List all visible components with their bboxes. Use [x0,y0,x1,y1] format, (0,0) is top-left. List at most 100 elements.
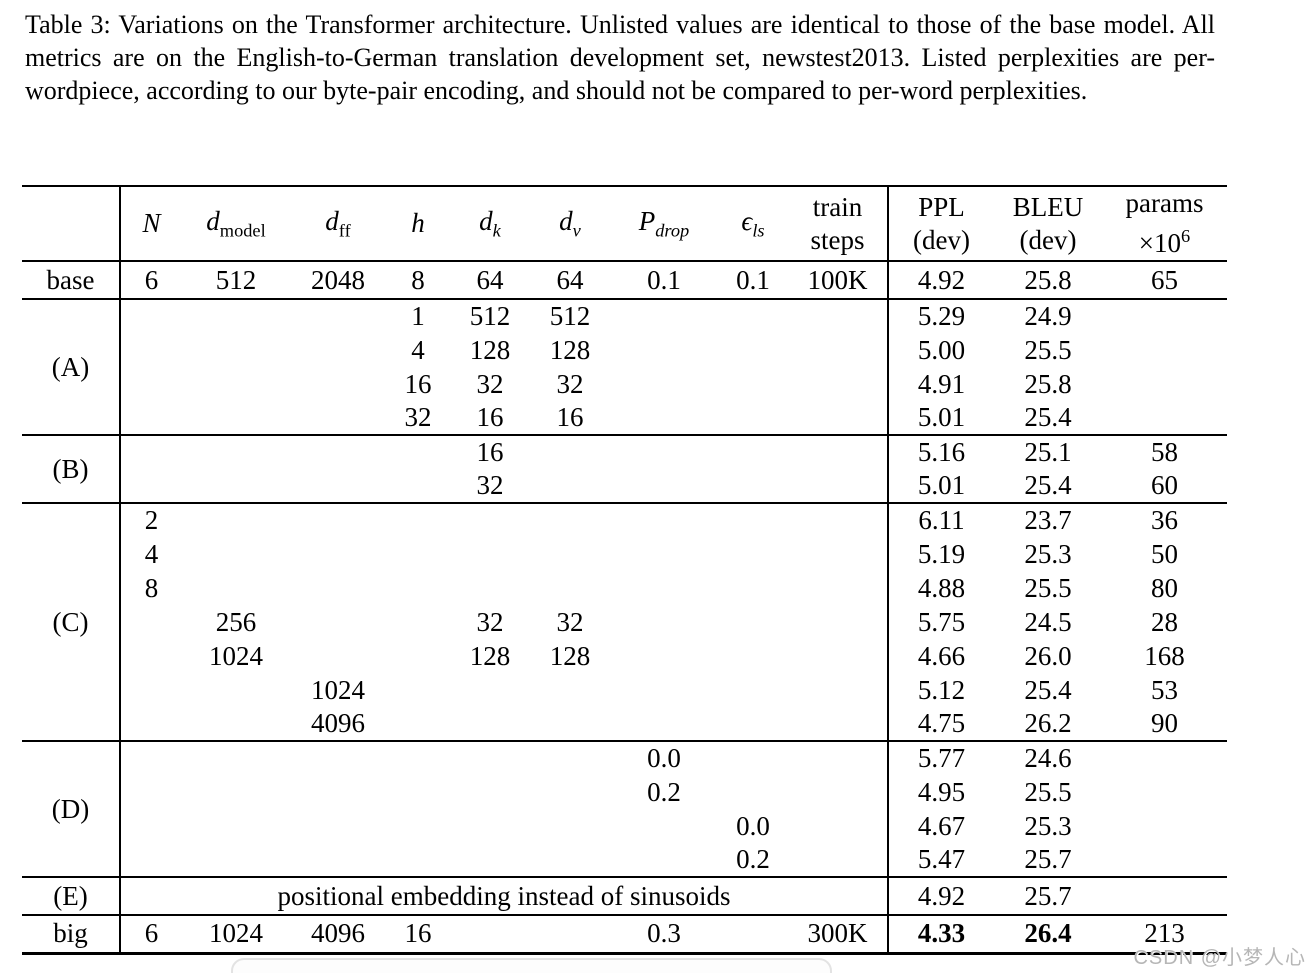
cell [386,639,450,673]
cell [450,741,530,775]
cell: 23.7 [1024,505,1072,535]
cell [1102,367,1227,401]
col-header-d-ff: dff [325,205,351,241]
cell [718,537,788,571]
section-a: (A) 1 512 512 5.29 24.9 4 128 128 5.00 25.5 16 32 32 4… [22,299,1227,435]
cell [450,775,530,809]
table-row: 4 128 128 5.00 25.5 [22,333,1227,367]
cell [718,915,788,953]
cell: 4.67 [887,809,994,843]
cell: 300K [807,918,868,949]
cell: 16 [476,437,504,467]
cell: 0.0 [736,810,770,841]
cell [788,401,888,435]
cell: 25.7 [1024,844,1072,874]
image-viewer-toolbar [231,958,832,973]
cell [386,809,450,843]
cell: 25.3 [1024,538,1072,569]
cell [530,707,610,741]
watermark: CSDN @小梦人心 [1133,947,1306,969]
table-row: 4096 4.75 26.2 90 [22,707,1227,741]
cell: 1 [411,301,425,331]
cell [290,775,386,809]
cell [718,469,788,503]
cell: 5.77 [887,741,994,775]
cell: 50 [1151,538,1178,569]
cell [290,503,386,537]
cell [530,915,610,953]
cell [182,707,290,741]
cell: 128 [469,640,511,671]
cell [718,741,788,775]
cell [718,707,788,741]
col-header-h: h [411,208,425,238]
cell [718,571,788,605]
cell: 1024 [209,640,263,671]
cell [718,435,788,469]
cell [290,469,386,503]
cell [386,741,450,775]
cell [718,401,788,435]
cell [610,435,718,469]
cell [290,741,386,775]
col-header-ppl-dev: PPL (dev) [887,186,994,261]
cell [1102,333,1227,367]
cell: 5.01 [887,401,994,435]
cell: 25.4 [1024,402,1072,432]
table-row: 0.0 4.67 25.3 [22,809,1227,843]
cell [610,673,718,707]
cell [530,775,610,809]
table-row: (C) 2 6.11 23.7 36 [22,503,1227,741]
cell: 80 [1151,572,1178,603]
cell [386,503,450,537]
row-label: (E) [22,877,121,915]
row-label: (C) [22,503,121,741]
cell: 36 [1151,505,1178,535]
cell: 5.19 [887,537,994,571]
cell [290,571,386,605]
cell [120,435,182,469]
cell [530,843,610,877]
cell [788,469,888,503]
cell: 5.12 [887,673,994,707]
cell [120,367,182,401]
cell: 0.1 [647,264,681,295]
cell: 24.9 [1024,301,1072,331]
section-big: big 6 1024 4096 16 0.3 300K 4.33 26.4 213 [22,915,1227,953]
cell: 25.5 [1024,572,1072,603]
cell: 4 [411,334,425,365]
row-label: base [22,261,121,299]
cell [182,673,290,707]
cell [386,469,450,503]
cell [290,333,386,367]
table-row: 32 5.01 25.4 60 [22,469,1227,503]
cell [788,809,888,843]
cell [450,503,530,537]
cell [450,915,530,953]
cell: 128 [549,334,591,365]
cell: 25.5 [1024,334,1072,365]
cell [182,809,290,843]
cell [788,707,888,741]
col-header-train-steps: train steps [810,191,865,255]
cell [386,435,450,469]
cell: 32 [556,606,584,637]
cell [386,605,450,639]
cell [120,741,182,775]
col-header-eps-ls: ϵls [741,205,765,241]
cell: 4.95 [887,775,994,809]
table-row: (D) 0.0 5.77 24.6 [22,741,1227,877]
cell [610,401,718,435]
cell: 32 [556,368,584,399]
cell: 90 [1151,708,1178,738]
cell: 4.91 [887,367,994,401]
cell: 5.47 [887,843,994,877]
section-c: (C) 2 6.11 23.7 36 4 5.19 25.3 50 8 4.88 25.5 80 256 3… [22,503,1227,741]
cell: 16 [404,368,432,399]
cell: 4096 [311,708,365,738]
table-row: base 6 512 2048 8 64 64 0.1 0.1 100K 4.92 25.8 65 [22,261,1227,299]
cell: 28 [1151,606,1178,637]
cell [450,537,530,571]
cell [182,401,290,435]
